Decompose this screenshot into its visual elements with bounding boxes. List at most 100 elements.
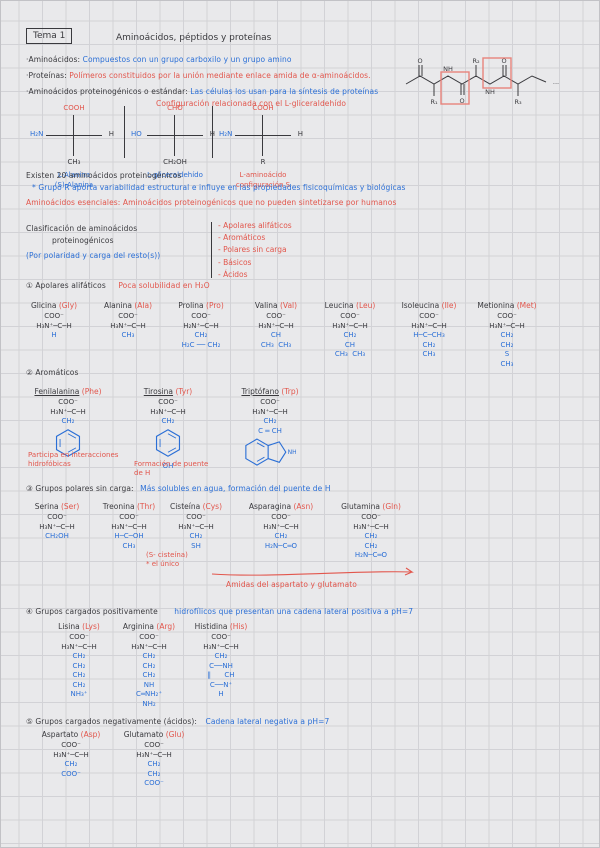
acid-structure: COO⁻ H₃N⁺─C─H CH₃ bbox=[96, 312, 160, 341]
amide-underline-arrow bbox=[211, 567, 414, 576]
acid-name: Glutamina bbox=[341, 502, 381, 511]
amino-acid-glutamina: Glutamina (Gln) COO⁻ H₃N⁺─C─H CH₂ CH₂ H₂N… bbox=[332, 502, 410, 561]
acid-abbr: (Phe) bbox=[81, 387, 102, 396]
backbone: COO⁻ H₃N⁺─C─H bbox=[489, 312, 525, 330]
fischer-caption: L-gliceraldehído bbox=[147, 171, 203, 179]
sketch-o-label: O bbox=[501, 57, 506, 65]
fischer-left-group: HO bbox=[131, 130, 142, 138]
side-chain: CH₂ H₂N─C═O bbox=[264, 532, 298, 550]
fischer-bottom-group: R bbox=[260, 158, 266, 166]
classification-subtitle: (Por polaridad y carga del resto(s)) bbox=[26, 251, 161, 260]
section-5-header: ⑤ Grupos cargados negativamente (ácidos)… bbox=[26, 717, 329, 726]
side-chain: CH₂ bbox=[61, 417, 75, 425]
essential-aminoacids-note: Aminoácidos esenciales: Aminoácidos prot… bbox=[26, 198, 397, 207]
amino-acid-isoleucina: Isoleucina (Ile) COO⁻ H₃N⁺─C─H H─C─CH₃ CH… bbox=[392, 301, 466, 360]
section-1-header: ① Apolares alifáticos Poca solubilidad e… bbox=[26, 281, 210, 290]
topic-label: Tema 1 bbox=[33, 31, 66, 41]
side-chain: CH₂ CH CH₃ CH₃ bbox=[334, 331, 366, 358]
fischer-l-aminoacido: COOH H₂N H R L-aminoácido configuración … bbox=[219, 104, 307, 196]
acid-abbr: (Lys) bbox=[82, 622, 100, 631]
fischer-top-group: COOH bbox=[252, 104, 274, 112]
acid-structure: COO⁻ H₃N⁺─C─H CH₂ CH₂ CH₂ NH C═NH₂⁺ NH₂ bbox=[116, 633, 182, 709]
amino-acid-cisteina: Cisteína (Cys) COO⁻ H₃N⁺─C─H CH₂ SH bbox=[164, 502, 228, 551]
backbone: COO⁻ H₃N⁺─C─H bbox=[150, 398, 186, 416]
section-title: Apolares alifáticos bbox=[35, 281, 106, 290]
acid-name: Isoleucina bbox=[401, 301, 440, 310]
bullet-def: Polímeros constituidos por la unión medi… bbox=[69, 71, 371, 80]
acid-structure: COO⁻ H₃N⁺─C─H CH₂ CH₂ S CH₃ bbox=[472, 312, 542, 369]
acid-abbr: (Pro) bbox=[206, 301, 224, 310]
bullet-def: Las células los usan para la síntesis de… bbox=[190, 87, 379, 96]
section-4-header: ④ Grupos cargados positivamente hidrofíl… bbox=[26, 607, 413, 616]
acid-structure: COO⁻ H₃N⁺─C─H CH₂ SH bbox=[164, 513, 228, 551]
side-chain: CH₂ CH₂ H₂N─C═O bbox=[354, 532, 388, 559]
section-number: ① bbox=[26, 281, 33, 290]
acid-abbr: (Asp) bbox=[80, 730, 101, 739]
acid-name: Valina bbox=[254, 301, 278, 310]
backbone: COO⁻ H₃N⁺─C─H bbox=[110, 312, 146, 330]
acid-structure: COO⁻ H₃N⁺─C─H CH₂ CH₂ COO⁻ bbox=[118, 741, 190, 789]
acid-structure: COO⁻ H₃N⁺─C─H H─C─CH₃ CH₂ CH₃ bbox=[392, 312, 466, 360]
side-chain: CH₂ CH₂ S CH₃ bbox=[500, 331, 514, 368]
side-chain: CH CH₃ CH₃ bbox=[260, 331, 292, 349]
fischer-top-group: CHO bbox=[167, 104, 183, 112]
acid-name: Metionina bbox=[477, 301, 515, 310]
side-chain: H bbox=[51, 331, 57, 339]
trp-nh-label: NH bbox=[288, 449, 296, 456]
acid-name: Histidina bbox=[194, 622, 228, 631]
amino-acid-lisina: Lisina (Lys) COO⁻ H₃N⁺─C─H CH₂ CH₂ CH₂ CH… bbox=[48, 622, 110, 700]
acid-name: Prolina bbox=[178, 301, 204, 310]
backbone: COO⁻ H₃N⁺─C─H bbox=[263, 513, 299, 531]
amino-acid-valina: Valina (Val) COO⁻ H₃N⁺─C─H CH CH₃ CH₃ bbox=[244, 301, 308, 350]
backbone: COO⁻ H₃N⁺─C─H bbox=[39, 513, 75, 531]
classification-brace bbox=[211, 222, 215, 278]
acid-name: Arginina bbox=[122, 622, 155, 631]
acid-abbr: (Tyr) bbox=[175, 387, 193, 396]
amino-acid-alanina: Alanina (Ala) COO⁻ H₃N⁺─C─H CH₃ bbox=[96, 301, 160, 341]
acid-abbr: (Gln) bbox=[382, 502, 401, 511]
amino-acid-triptofano: Triptófano (Trp) COO⁻ H₃N⁺─C─H CH₂ C ═ CH… bbox=[228, 387, 312, 473]
bullet-term: ·Aminoácidos: bbox=[26, 55, 81, 64]
cys-note: (S- cisteína) * el único bbox=[146, 551, 188, 568]
backbone: COO⁻ H₃N⁺─C─H bbox=[353, 513, 389, 531]
acid-structure: COO⁻ H₃N⁺─C─H CH₂ C ═ CH bbox=[228, 398, 312, 436]
side-chain: CH₂ H₂C ── CH₂ bbox=[181, 331, 221, 349]
side-chain: CH₂ COO⁻ bbox=[61, 760, 81, 778]
fischer-horizontal-bond bbox=[46, 135, 102, 136]
acid-abbr: (His) bbox=[229, 622, 248, 631]
acid-structure: COO⁻ H₃N⁺─C─H CH₂ bbox=[28, 398, 108, 427]
sketch-o-label: O bbox=[417, 57, 422, 65]
acid-abbr: (Gly) bbox=[58, 301, 78, 310]
classification-item: - Aromáticos bbox=[218, 233, 266, 243]
backbone: COO⁻ H₃N⁺─C─H bbox=[61, 633, 97, 651]
acid-name: Tirosina bbox=[143, 387, 174, 396]
acid-name: Treonina bbox=[102, 502, 135, 511]
acid-abbr: (Asn) bbox=[293, 502, 314, 511]
section-note: hidrofílicos que presentan una cadena la… bbox=[174, 607, 414, 616]
bullet-proteinogenic: ·Aminoácidos proteinogénicos o estándar:… bbox=[26, 87, 378, 96]
section-note: Más solubles en agua, formación del puen… bbox=[140, 484, 331, 493]
divider-line bbox=[124, 106, 125, 158]
fischer-top-group: COOH bbox=[63, 104, 85, 112]
divider-line bbox=[212, 106, 213, 158]
fischer-bottom-group: CH₂OH bbox=[163, 158, 187, 166]
acid-structure: COO⁻ H₃N⁺─C─H CH₂ bbox=[130, 398, 206, 427]
sketch-o-label: O bbox=[459, 97, 464, 105]
acid-abbr: (Met) bbox=[516, 301, 537, 310]
side-chain: H─C─CH₃ CH₂ CH₃ bbox=[413, 331, 445, 358]
amide-note: Amidas del aspartato y glutamato bbox=[226, 580, 357, 589]
acid-structure: COO⁻ H₃N⁺─C─H CH₂ CH₂ CH₂ CH₂ NH₃⁺ bbox=[48, 633, 110, 700]
side-chain: CH₂ C──NH ‖ CH C──N⁺ H bbox=[207, 652, 235, 698]
section-note: Cadena lateral negativa a pH=7 bbox=[205, 717, 330, 726]
section-3-header: ③ Grupos polares sin carga: Más solubles… bbox=[26, 484, 331, 493]
amino-acid-leucina: Leucina (Leu) COO⁻ H₃N⁺─C─H CH₂ CH CH₃ CH… bbox=[318, 301, 382, 360]
amino-acid-asparagina: Asparagina (Asn) COO⁻ H₃N⁺─C─H CH₂ H₂N─C═… bbox=[242, 502, 320, 551]
backbone: COO⁻ H₃N⁺─C─H bbox=[131, 633, 167, 651]
side-chain: CH₂ C ═ CH bbox=[258, 417, 282, 435]
classification-item: - Básicos bbox=[218, 257, 252, 267]
benzene-ring-icon bbox=[55, 428, 81, 457]
bullet-proteins: ·Proteínas: Polímeros constituidos por l… bbox=[26, 71, 371, 80]
tyr-oh-group: OH bbox=[162, 461, 174, 470]
peptide-bond-highlight-box bbox=[440, 71, 470, 105]
